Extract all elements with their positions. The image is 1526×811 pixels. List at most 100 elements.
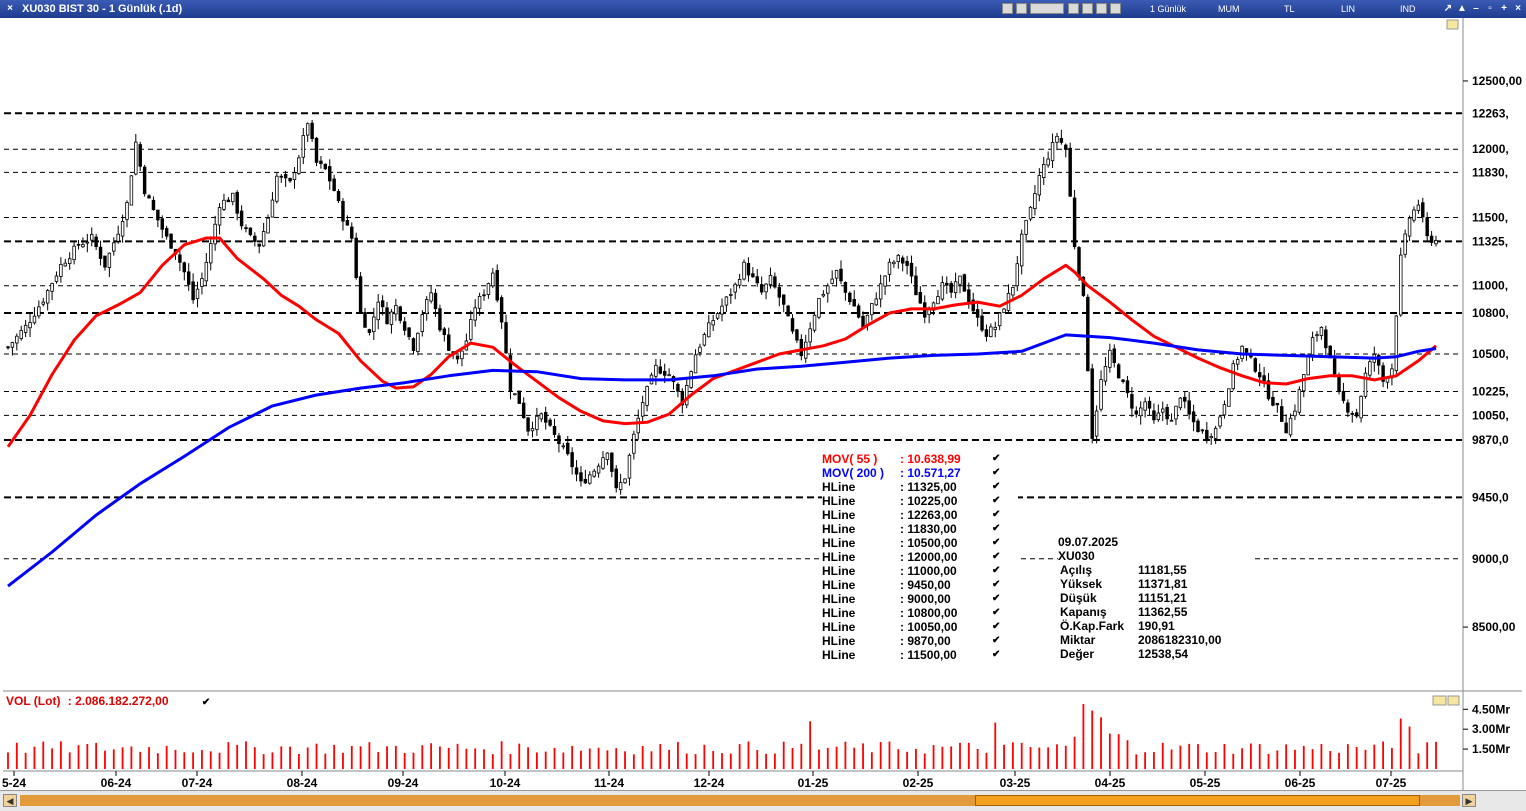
volume-bar: [906, 751, 909, 769]
volume-bar: [394, 745, 397, 769]
restore-icon[interactable]: ▫: [1488, 3, 1492, 14]
arrow-icon[interactable]: ▲: [1457, 3, 1467, 14]
print-icon[interactable]: [1016, 3, 1027, 14]
candle-body: [566, 442, 570, 455]
hline-tag-bg: [1464, 489, 1522, 506]
pin-icon[interactable]: ↗: [1443, 3, 1453, 14]
candle-body: [1121, 379, 1125, 382]
candle-body: [1288, 417, 1293, 436]
candle-body: [50, 283, 54, 292]
panel-options-icon[interactable]: [1446, 19, 1459, 30]
candle-body: [746, 263, 751, 276]
candle-body: [526, 417, 530, 432]
candle-body: [689, 371, 693, 388]
chart-type-selector[interactable]: MUM: [1218, 4, 1240, 14]
legend-check-icon[interactable]: ✔: [992, 481, 1001, 492]
scroll-right-icon[interactable]: ▶: [1462, 794, 1476, 807]
volume-bar: [342, 752, 344, 769]
candle-body: [1429, 235, 1434, 243]
candle-body: [588, 474, 592, 484]
candle-body: [447, 334, 451, 351]
pencil-icon[interactable]: [1096, 3, 1107, 14]
volume-bar: [218, 752, 221, 769]
info-value: 11371,81: [1138, 577, 1188, 591]
legend-check-icon[interactable]: ✔: [992, 551, 1001, 562]
close-icon[interactable]: ×: [7, 3, 13, 14]
window-close-icon[interactable]: ×: [1515, 3, 1521, 14]
candle-body: [1050, 142, 1055, 162]
legend-check-icon[interactable]: ✔: [992, 537, 1001, 548]
candle-body: [826, 285, 830, 294]
candle-body: [72, 245, 76, 261]
candle-body: [1275, 402, 1280, 406]
candle-body: [433, 292, 438, 310]
candle-body: [442, 328, 447, 336]
volume-bar: [368, 742, 371, 769]
volume-bar: [1382, 741, 1385, 769]
volume-bar: [1205, 752, 1208, 769]
legend-check-icon[interactable]: ✔: [992, 649, 1001, 660]
horizontal-scrollbar[interactable]: ◀ ▶: [0, 790, 1526, 811]
currency-selector[interactable]: TL: [1284, 4, 1295, 14]
volume-bar: [1038, 747, 1041, 769]
period-selector[interactable]: 1 Günlük: [1150, 4, 1187, 14]
candle-body: [37, 306, 41, 317]
time-tick-label: 12-24: [694, 776, 725, 790]
legend-check-icon[interactable]: ✔: [992, 565, 1001, 576]
candle-body: [292, 172, 297, 181]
legend-check-icon[interactable]: ✔: [992, 467, 1001, 478]
info-label: Değer: [1060, 647, 1095, 661]
candle-body: [19, 330, 23, 339]
legend-check-icon[interactable]: ✔: [992, 495, 1001, 506]
legend-check-icon[interactable]: ✔: [992, 607, 1001, 618]
scale-selector[interactable]: LIN: [1341, 4, 1356, 14]
legend-check-icon[interactable]: ✔: [992, 579, 1001, 590]
maximize-icon[interactable]: +: [1501, 3, 1507, 14]
legend-check-icon[interactable]: ✔: [992, 509, 1001, 520]
volume-close-icon[interactable]: [1447, 695, 1460, 706]
info-value: 190,91: [1138, 619, 1175, 633]
legend-check-icon[interactable]: ✔: [992, 453, 1001, 464]
formula-icon[interactable]: [1030, 3, 1064, 14]
ma-line-0[interactable]: [6, 236, 1437, 448]
candle-body: [786, 305, 790, 317]
legend-value: : 9870,00: [900, 634, 951, 648]
candle-body: [984, 329, 989, 337]
candle-body: [1350, 413, 1354, 415]
candle-body: [1280, 406, 1284, 422]
candle-body: [314, 137, 319, 163]
candle-body: [239, 210, 244, 227]
candle-body: [1028, 206, 1033, 220]
scroll-left-icon[interactable]: ◀: [3, 794, 17, 807]
candle-body: [336, 191, 341, 202]
volume-options-icon[interactable]: [1432, 695, 1447, 706]
candle-body: [1266, 380, 1271, 400]
legend-check-icon[interactable]: ✔: [992, 523, 1001, 534]
candle-body: [23, 324, 28, 333]
candle-body: [420, 314, 425, 332]
legend-row: HLine: 10225,00 ✔: [822, 494, 1018, 508]
minimize-icon[interactable]: –: [1473, 3, 1479, 14]
ma-line-1[interactable]: [7, 333, 1437, 588]
legend-check-icon[interactable]: ✔: [992, 635, 1001, 646]
candle-body: [402, 321, 407, 331]
candle-body: [270, 199, 275, 218]
indicator-selector[interactable]: IND: [1400, 4, 1416, 14]
volume-check-icon[interactable]: ✔: [201, 697, 211, 708]
hline-tag-bg: [1464, 209, 1522, 226]
scroll-track[interactable]: [20, 795, 1460, 806]
scroll-thumb[interactable]: [975, 795, 1420, 806]
volume-bar: [1258, 744, 1261, 769]
candle-body: [486, 283, 491, 295]
candle-body: [658, 366, 663, 374]
volume-bar: [818, 749, 820, 769]
tools-icon[interactable]: [1110, 3, 1121, 14]
candle-body: [777, 287, 782, 298]
legend-check-icon[interactable]: ✔: [992, 593, 1001, 604]
volume-bar: [729, 753, 732, 769]
zoom-icon[interactable]: [1068, 3, 1079, 14]
volume-bar: [1029, 747, 1032, 769]
grid-icon[interactable]: [1082, 3, 1093, 14]
legend-check-icon[interactable]: ✔: [992, 621, 1001, 632]
copy-icon[interactable]: [1002, 3, 1013, 14]
